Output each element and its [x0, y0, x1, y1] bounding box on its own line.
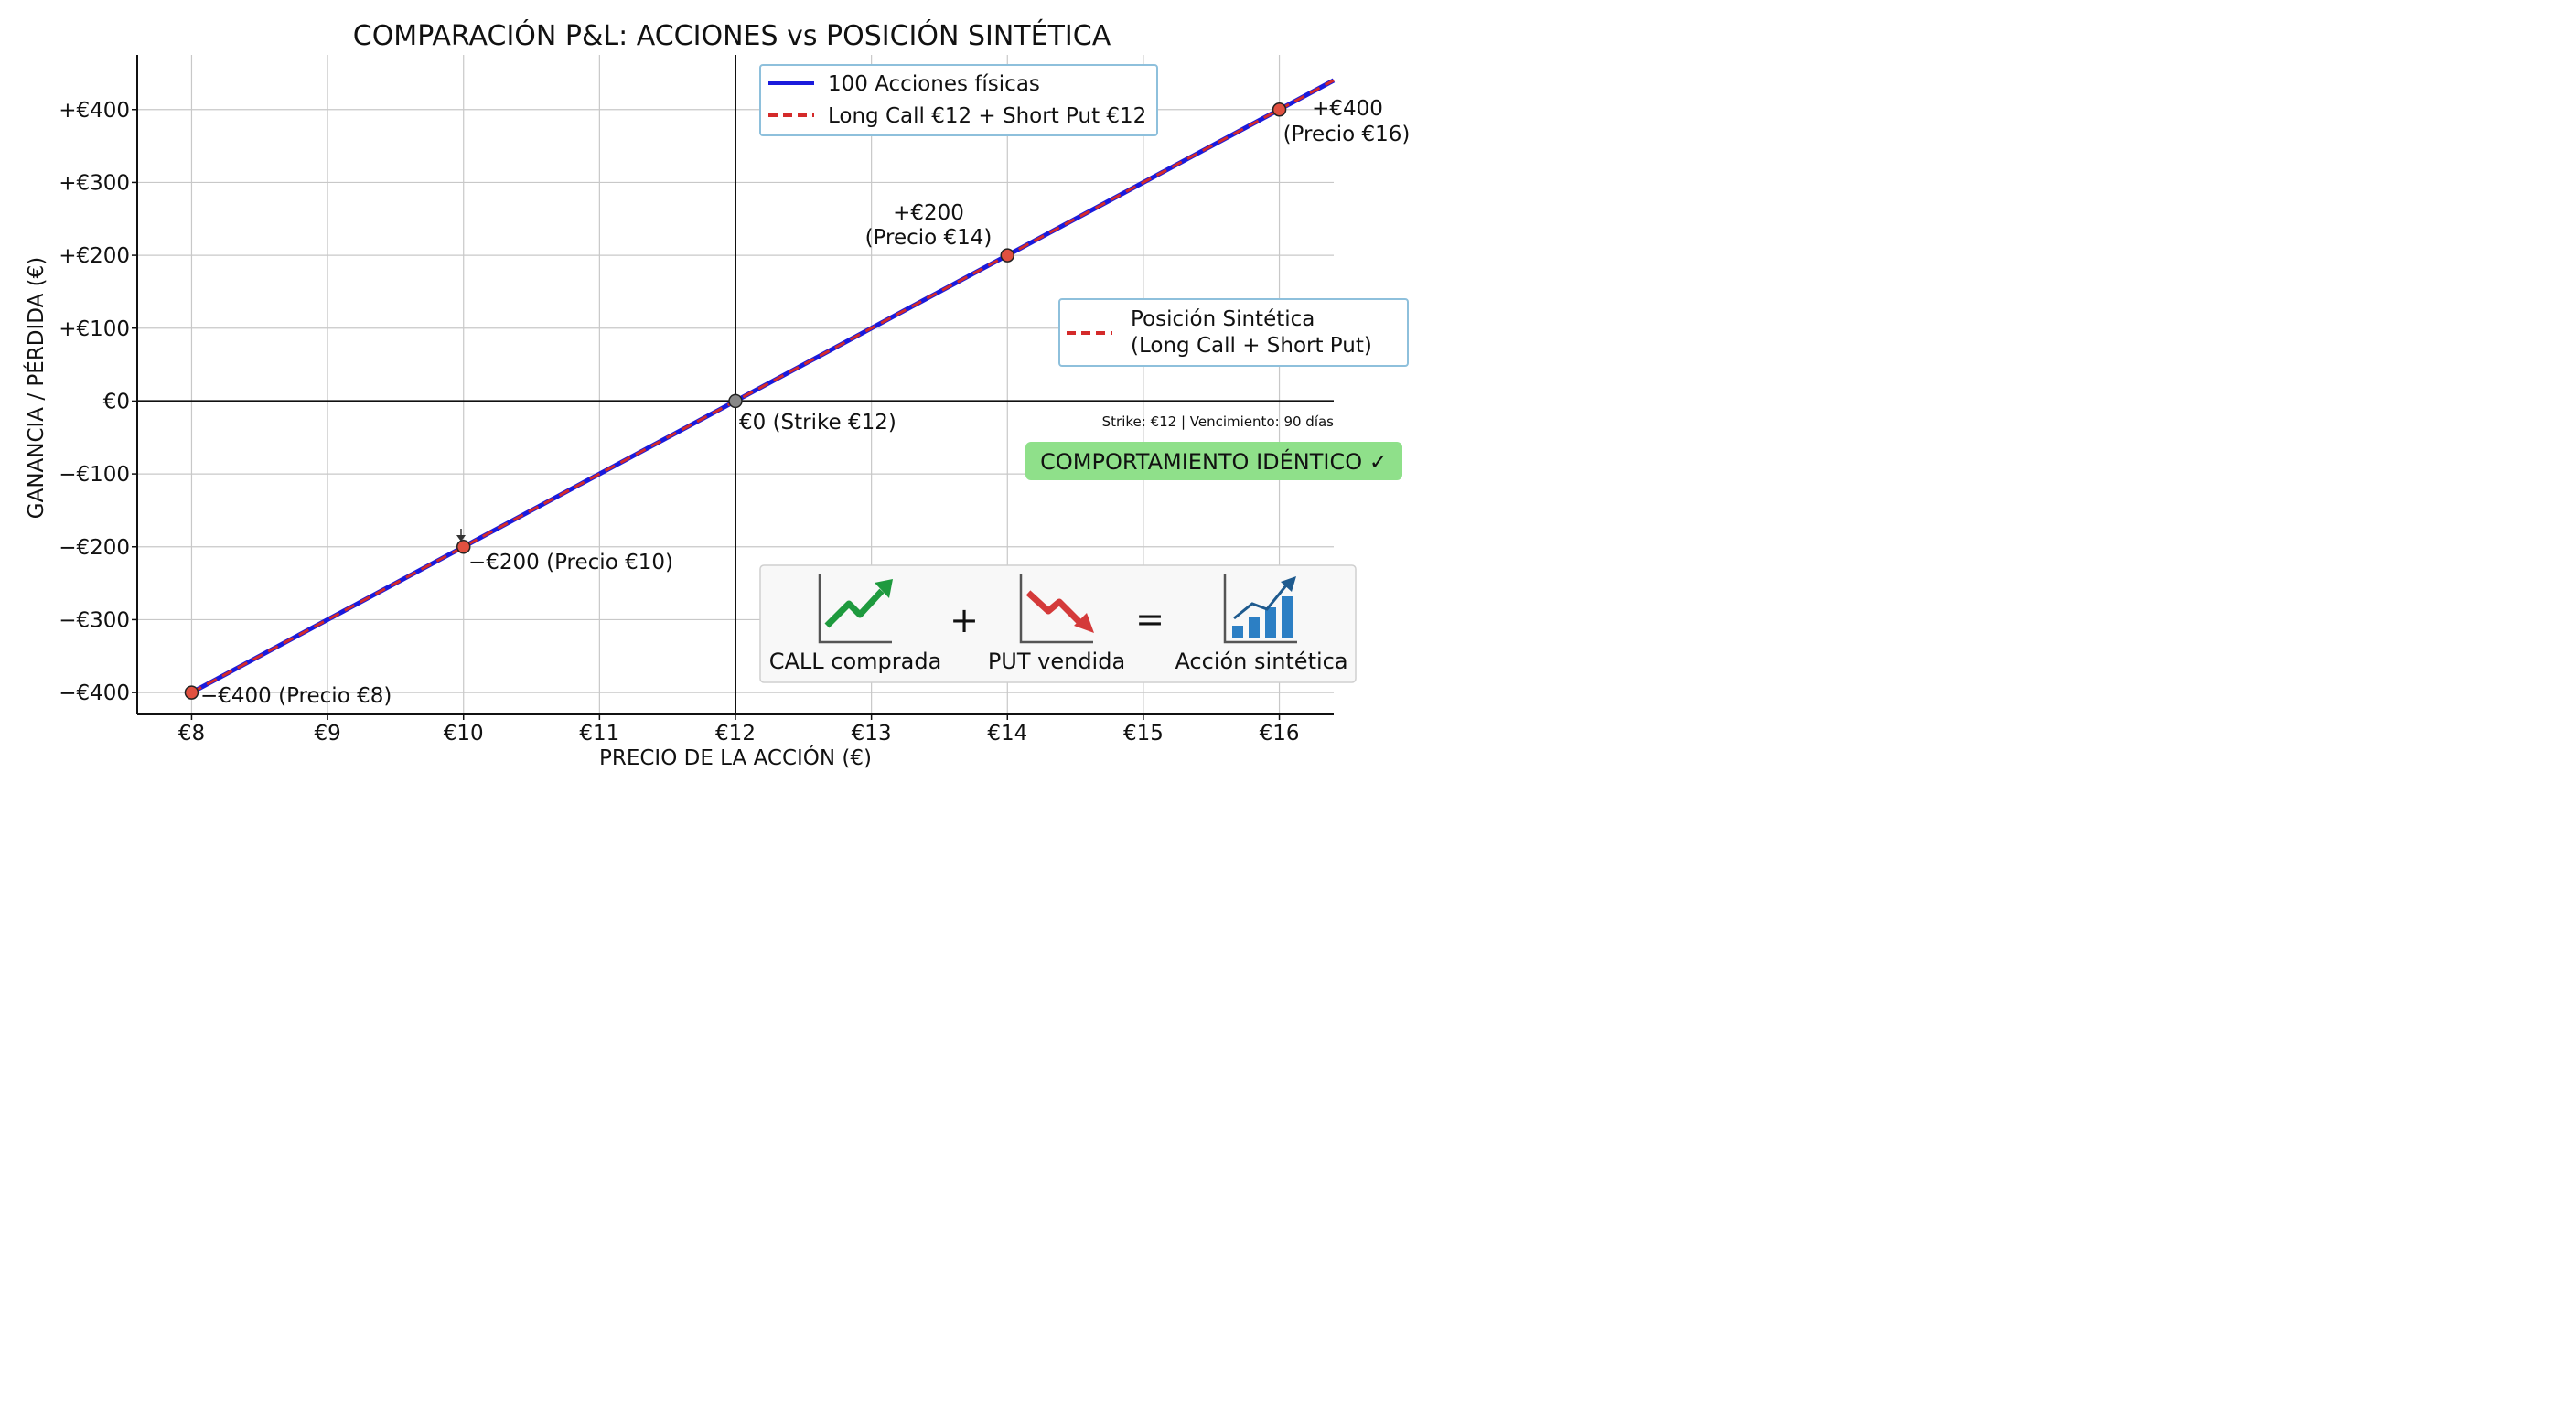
result-label: Acción sintética: [1175, 649, 1347, 674]
badge-label: COMPORTAMIENTO IDÉNTICO ✓: [1040, 448, 1388, 475]
x-tick-label-1: €9: [314, 722, 340, 745]
x-tick-label-2: €10: [444, 722, 484, 745]
annotation-16-value: +€400: [1312, 97, 1383, 121]
x-axis-title: PRECIO DE LA ACCIÓN (€): [599, 745, 872, 770]
x-tick-label-4: €12: [715, 722, 756, 745]
pointer-arrow-icon: [456, 529, 466, 542]
identical-badge: COMPORTAMIENTO IDÉNTICO ✓: [1025, 442, 1402, 480]
x-tick-label-3: €11: [579, 722, 619, 745]
annotation-12: €0 (Strike €12): [739, 411, 896, 434]
data-point-2: [728, 393, 743, 409]
y-tick-label-8: +€400: [59, 99, 130, 123]
data-point-1: [456, 540, 471, 554]
annotation-16-price: (Precio €16): [1283, 123, 1411, 146]
series-lines: [190, 78, 1336, 695]
x-tick-label-6: €14: [987, 722, 1027, 745]
highlight-points: [184, 102, 1287, 700]
y-tick-label-4: €0: [103, 390, 130, 413]
y-tick-label-7: +€300: [59, 171, 130, 195]
y-axis-title: GANANCIA / PÉRDIDA (€): [23, 257, 48, 519]
chart: COMPARACIÓN P&L: ACCIONES vs POSICIÓN SI…: [23, 18, 1411, 770]
y-tick-label-5: +€100: [59, 317, 130, 341]
annotation-8: −€400 (Precio €8): [200, 684, 392, 708]
annotation-14-value: +€200: [893, 201, 964, 225]
annotation-10: −€200 (Precio €10): [468, 551, 673, 574]
put-label: PUT vendida: [988, 649, 1125, 674]
call-label: CALL comprada: [769, 649, 942, 674]
chart-title: COMPARACIÓN P&L: ACCIONES vs POSICIÓN SI…: [353, 18, 1111, 52]
legend-label-stock: 100 Acciones físicas: [828, 72, 1040, 96]
synthetic-diagram: CALL comprada + PUT vendida = Acción sin…: [759, 564, 1357, 683]
x-ticks: €8 €9 €10 €11 €12 €13 €14 €15 €16: [178, 714, 1300, 745]
data-point-0: [184, 685, 199, 700]
secondary-legend-line-1: Posición Sintética: [1131, 307, 1315, 331]
x-tick-label-7: €15: [1123, 722, 1164, 745]
secondary-legend: Posición Sintética (Long Call + Short Pu…: [1058, 298, 1409, 367]
plus-sign: +: [950, 600, 979, 640]
y-tick-label-6: +€200: [59, 244, 130, 268]
legend-label-synthetic: Long Call €12 + Short Put €12: [828, 104, 1146, 128]
x-tick-label-0: €8: [178, 722, 205, 745]
equals-sign: =: [1135, 599, 1165, 639]
secondary-legend-line-2: (Long Call + Short Put): [1131, 334, 1372, 358]
y-tick-label-1: −€300: [59, 608, 130, 632]
x-tick-label-8: €16: [1260, 722, 1300, 745]
call-up-trend-icon: [818, 574, 893, 644]
data-point-3: [1000, 248, 1015, 263]
annotation-14-price: (Precio €14): [865, 226, 993, 250]
legend: 100 Acciones físicas Long Call €12 + Sho…: [759, 64, 1158, 136]
y-ticks: −€400 −€300 −€200 −€100 €0 +€100 +€200 +€300 +€4…: [59, 99, 137, 705]
series-line-1: [190, 79, 1335, 694]
contract-note: Strike: €12 | Vencimiento: 90 días: [1102, 413, 1335, 430]
put-down-trend-icon: [1019, 574, 1094, 644]
data-point-4: [1272, 102, 1287, 117]
y-tick-label-0: −€400: [59, 681, 130, 705]
y-tick-label-2: −€200: [59, 536, 130, 560]
y-tick-label-3: −€100: [59, 463, 130, 487]
x-tick-label-5: €13: [852, 722, 892, 745]
bar-chart-up-icon: [1223, 574, 1297, 644]
